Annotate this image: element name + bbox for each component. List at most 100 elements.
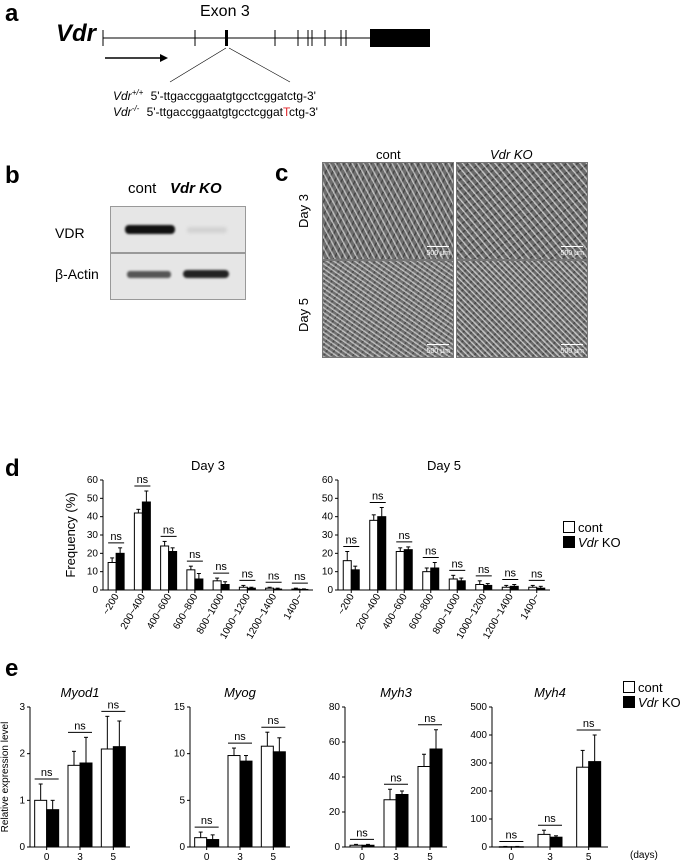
chart-myh4: Myh4 0 100 200 300 400 500 ns 0 ns 3 ns 5 (470, 685, 608, 863)
chart-title: Myh3 (380, 685, 413, 700)
bar-cont (369, 519, 379, 591)
y-axis-label: Relative expression level (0, 722, 11, 833)
panel-label-b: b (5, 162, 20, 189)
legend-item-cont: cont (563, 520, 621, 535)
bar-ko (395, 794, 409, 848)
chart-title: Myh4 (534, 685, 566, 700)
legend-label-ko-italic: Vdr (638, 695, 659, 710)
y-tick-label: 60 (329, 737, 341, 748)
scale-label: 500 μm (426, 348, 451, 355)
significance-label: ns (242, 568, 254, 580)
bar-cont (417, 766, 431, 848)
y-tick-label: 20 (322, 548, 334, 559)
y-tick-label: 0 (481, 842, 487, 853)
bar-cont (34, 799, 48, 848)
y-tick-label: 3 (19, 702, 25, 713)
bar-ko (112, 746, 126, 848)
significance-label: ns (390, 772, 402, 784)
bar-ko (456, 580, 466, 591)
x-tick-label: 0 (204, 852, 210, 863)
bar-cont (291, 588, 301, 591)
bar-ko (46, 809, 60, 848)
significance-label: ns (544, 813, 556, 825)
bar-cont (475, 584, 485, 591)
bar-ko (588, 761, 602, 848)
bar-cont (537, 833, 551, 848)
significance-label: ns (424, 713, 436, 725)
bar-cont (422, 571, 432, 591)
micrograph-ko-day3: 500 μm (456, 162, 588, 260)
bar-ko (549, 836, 563, 848)
bar-cont (448, 578, 458, 591)
bar-cont (576, 766, 590, 848)
chart-myod1: Myod1 0 1 2 3 Relative expression level ns 0 ns 3… (0, 685, 130, 863)
days-unit: (days) (630, 850, 658, 861)
x-tick-label: 600~800 (407, 592, 436, 632)
bar-cont (160, 545, 170, 591)
wt-sup: +/+ (131, 88, 144, 97)
ko-genotype: Vdr (113, 105, 132, 119)
significance-label: ns (504, 568, 516, 580)
x-tick-label: 3 (547, 852, 553, 863)
legend-d: cont Vdr KO (563, 520, 621, 550)
x-tick-label: 0 (44, 852, 50, 863)
y-tick-label: 2 (19, 749, 25, 760)
y-tick-label: 80 (329, 702, 341, 713)
panel-e-charts: Myod1 0 1 2 3 Relative expression level ns 0 ns 3… (0, 685, 608, 863)
panel-label-d: d (5, 455, 20, 482)
panel-label-c: c (275, 160, 289, 187)
bar-cont (238, 586, 248, 591)
y-tick-label: 400 (470, 730, 487, 741)
western-blot-actin (110, 253, 246, 300)
significance-label: ns (74, 720, 86, 732)
y-tick-label: 10 (322, 567, 334, 578)
y-tick-label: 1 (19, 795, 25, 806)
exon-label: Exon 3 (200, 3, 250, 20)
significance-label: ns (356, 827, 368, 839)
y-tick-label: 60 (322, 475, 334, 486)
legend-swatch-cont (563, 521, 575, 533)
x-tick-label: 5 (586, 852, 592, 863)
significance-label: ns (583, 718, 595, 730)
ko-sup: -/- (131, 104, 140, 113)
y-tick-label: 0 (327, 585, 333, 596)
y-tick-label: 10 (87, 567, 99, 578)
legend-label-ko-rest: KO (598, 535, 621, 550)
x-tick-label: 600~800 (171, 592, 200, 632)
chart-day-5: Day 5 0 10 20 30 40 50 60 ns ~200 ns 200~400 ns 400~6… (322, 458, 550, 641)
legend-label-ko-italic: Vdr (578, 535, 599, 550)
arrow-head (160, 54, 168, 62)
significance-label: ns (110, 531, 122, 543)
col-ko: Vdr KO (490, 147, 533, 162)
x-tick-label: 3 (237, 852, 243, 863)
legend-swatch-ko (623, 696, 635, 708)
significance-label: ns (163, 524, 175, 536)
y-tick-label: 60 (87, 475, 99, 486)
bar-cont (67, 764, 81, 848)
legend-swatch-cont (623, 681, 635, 693)
micrograph-cont-day5: 500 μm (322, 260, 454, 358)
chart-title: Myog (224, 685, 257, 700)
bar-ko (141, 501, 151, 591)
ko-sequence-pre: 5'-ttgaccggaatgtgcctcggat (146, 105, 283, 119)
bar-cont (349, 844, 363, 848)
y-tick-label: 10 (174, 749, 186, 760)
bar-ko (246, 587, 256, 591)
bar-cont (528, 586, 538, 591)
chart-title: Day 3 (191, 458, 225, 473)
bar-ko (115, 552, 125, 591)
bar-ko (220, 584, 230, 591)
significance-label: ns (506, 829, 518, 841)
row-vdr: VDR (55, 225, 85, 241)
scalebar (561, 344, 583, 345)
wt-sequence: 5'-ttgaccggaatgtgcctcggatctg-3' (150, 89, 316, 103)
bar-ko (194, 578, 204, 591)
y-tick-label: 30 (322, 530, 334, 541)
y-tick-label: 100 (470, 814, 487, 825)
bar-ko (429, 748, 443, 848)
y-tick-label: 0 (92, 585, 98, 596)
x-tick-label: 1400~ (519, 592, 543, 622)
bar-cont (260, 745, 274, 848)
significance-label: ns (398, 530, 410, 542)
significance-label: ns (268, 715, 280, 727)
